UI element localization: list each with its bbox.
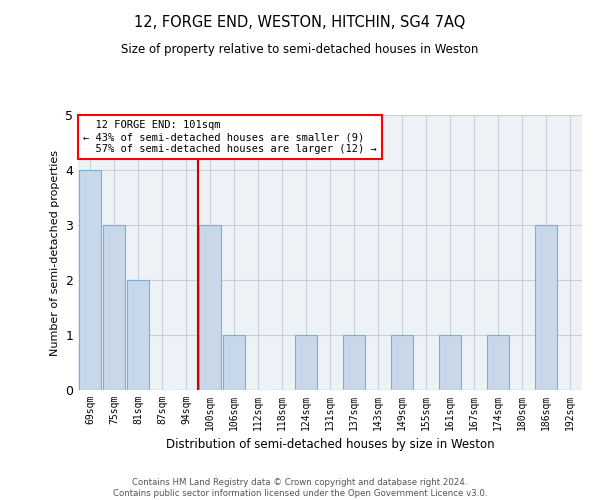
Bar <box>223 335 245 390</box>
Bar <box>535 225 557 390</box>
Bar <box>127 280 149 390</box>
X-axis label: Distribution of semi-detached houses by size in Weston: Distribution of semi-detached houses by … <box>166 438 494 452</box>
Bar <box>295 335 317 390</box>
Bar <box>343 335 365 390</box>
Bar <box>487 335 509 390</box>
Bar <box>391 335 413 390</box>
Y-axis label: Number of semi-detached properties: Number of semi-detached properties <box>50 150 59 356</box>
Text: 12 FORGE END: 101sqm  
← 43% of semi-detached houses are smaller (9)
  57% of se: 12 FORGE END: 101sqm ← 43% of semi-detac… <box>83 120 377 154</box>
Bar <box>199 225 221 390</box>
Text: 12, FORGE END, WESTON, HITCHIN, SG4 7AQ: 12, FORGE END, WESTON, HITCHIN, SG4 7AQ <box>134 15 466 30</box>
Bar <box>439 335 461 390</box>
Text: Contains HM Land Registry data © Crown copyright and database right 2024.
Contai: Contains HM Land Registry data © Crown c… <box>113 478 487 498</box>
Bar <box>103 225 125 390</box>
Text: Size of property relative to semi-detached houses in Weston: Size of property relative to semi-detach… <box>121 42 479 56</box>
Bar <box>79 170 101 390</box>
